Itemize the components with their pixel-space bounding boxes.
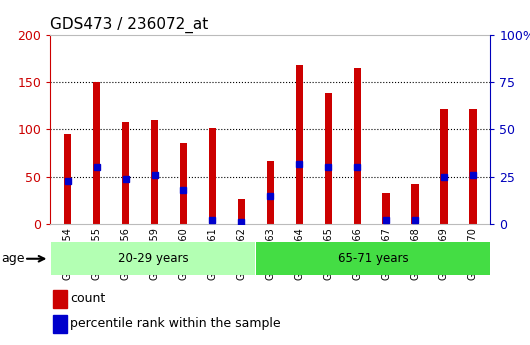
Bar bbox=[324, 93, 332, 224]
FancyBboxPatch shape bbox=[51, 242, 255, 275]
Bar bbox=[64, 134, 72, 224]
Text: percentile rank within the sample: percentile rank within the sample bbox=[70, 317, 281, 331]
Bar bbox=[180, 143, 187, 224]
Bar bbox=[52, 315, 67, 333]
Text: 20-29 years: 20-29 years bbox=[118, 252, 188, 265]
Text: GDS473 / 236072_at: GDS473 / 236072_at bbox=[50, 17, 209, 33]
Bar bbox=[238, 199, 245, 224]
Bar bbox=[209, 128, 216, 224]
Bar bbox=[93, 82, 100, 224]
Text: 65-71 years: 65-71 years bbox=[338, 252, 408, 265]
Text: age: age bbox=[1, 252, 24, 265]
Bar bbox=[52, 290, 67, 307]
Bar bbox=[440, 108, 447, 224]
Bar bbox=[411, 185, 419, 224]
Bar bbox=[296, 65, 303, 224]
Bar bbox=[267, 161, 274, 224]
Bar bbox=[354, 68, 361, 224]
Text: count: count bbox=[70, 292, 105, 305]
Bar bbox=[469, 108, 476, 224]
Bar bbox=[122, 122, 129, 224]
Bar bbox=[151, 120, 158, 224]
Bar bbox=[383, 193, 390, 224]
FancyBboxPatch shape bbox=[256, 242, 490, 275]
